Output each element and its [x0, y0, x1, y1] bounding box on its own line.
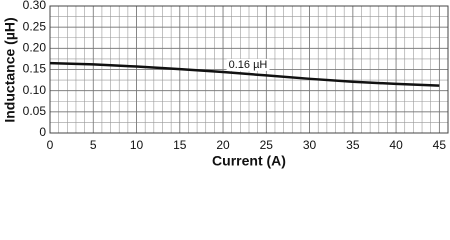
- data-line: [49, 61, 440, 87]
- x-tick-label: 45: [433, 138, 447, 152]
- annotation-background: [226, 58, 270, 71]
- y-tick-label: 0.05: [23, 104, 47, 118]
- x-tick-label: 25: [260, 138, 274, 152]
- y-tick-label: 0: [39, 125, 46, 139]
- y-axis-title: Inductance (µH): [2, 17, 18, 122]
- x-axis-title: Current (A): [212, 153, 286, 169]
- x-tick-label: 40: [389, 138, 403, 152]
- x-tick-label: 5: [90, 138, 97, 152]
- x-tick-label: 0: [47, 138, 54, 152]
- x-tick-label: 30: [303, 138, 317, 152]
- y-tick-label: 0.20: [23, 41, 47, 55]
- y-tick-label: 0.25: [23, 19, 47, 33]
- y-tick-label: 0.15: [23, 62, 47, 76]
- x-tick-label: 15: [173, 138, 187, 152]
- y-tick-label: 0.30: [23, 0, 47, 12]
- plot-frame: [49, 5, 449, 134]
- annotation: 0.16 µH: [229, 59, 268, 71]
- x-tick-label: 35: [346, 138, 360, 152]
- x-tick-label: 10: [130, 138, 144, 152]
- y-tick-label: 0.10: [23, 83, 47, 97]
- x-tick-label: 20: [216, 138, 230, 152]
- chart: Current (A) Inductance (µH) 0 0.05 0.10 0.1…: [2, 0, 449, 169]
